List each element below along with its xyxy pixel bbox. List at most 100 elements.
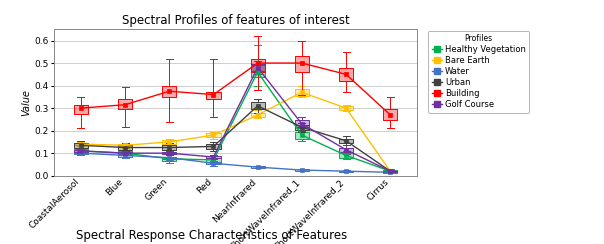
Bar <box>383 170 397 172</box>
Bar <box>162 152 176 154</box>
Bar <box>74 105 88 114</box>
Bar <box>118 154 132 157</box>
Bar <box>295 121 309 127</box>
Title: Spectral Profiles of features of interest: Spectral Profiles of features of interes… <box>121 14 350 27</box>
Bar <box>251 64 265 71</box>
Bar <box>207 158 220 162</box>
Bar <box>207 162 220 164</box>
Bar <box>383 172 397 173</box>
Bar <box>295 169 309 171</box>
Bar <box>118 152 132 154</box>
Bar <box>74 152 88 154</box>
Bar <box>74 150 88 152</box>
Bar <box>118 151 132 155</box>
Bar <box>295 56 309 72</box>
Bar <box>339 139 353 143</box>
Bar <box>162 157 176 159</box>
Bar <box>74 150 88 152</box>
Bar <box>295 132 309 139</box>
Bar <box>339 171 353 172</box>
Bar <box>118 144 132 146</box>
Bar <box>251 166 265 168</box>
Bar <box>118 99 132 109</box>
Bar <box>118 154 132 157</box>
Bar <box>295 125 309 130</box>
Bar <box>339 148 353 152</box>
Bar <box>162 140 176 144</box>
Bar <box>251 102 265 109</box>
Bar <box>383 109 397 121</box>
Bar <box>74 143 88 145</box>
Bar <box>339 171 353 172</box>
Bar <box>74 143 88 148</box>
Bar <box>74 143 88 148</box>
Bar <box>74 149 88 153</box>
Bar <box>162 145 176 150</box>
Bar <box>207 144 220 149</box>
Bar <box>383 171 397 172</box>
Bar <box>207 133 220 137</box>
Bar <box>207 156 220 158</box>
Bar <box>118 145 132 150</box>
Bar <box>162 157 176 161</box>
Bar <box>295 125 309 130</box>
Bar <box>74 105 88 114</box>
Bar <box>339 106 353 110</box>
Bar <box>207 162 220 164</box>
Bar <box>251 59 265 72</box>
Bar <box>251 113 265 117</box>
Bar <box>74 152 88 154</box>
Bar <box>162 157 176 159</box>
Bar <box>383 171 397 172</box>
Bar <box>383 171 397 172</box>
Bar <box>162 152 176 154</box>
Bar <box>295 132 309 139</box>
Bar <box>251 65 265 77</box>
Bar <box>383 171 397 172</box>
Legend: Healthy Vegetation, Bare Earth, Water, Urban, Building, Golf Course: Healthy Vegetation, Bare Earth, Water, U… <box>428 30 529 113</box>
Bar <box>251 65 265 77</box>
Bar <box>162 86 176 97</box>
Text: Spectral Response Characteristics of Features: Spectral Response Characteristics of Fea… <box>76 229 347 242</box>
Bar <box>118 144 132 146</box>
Bar <box>207 133 220 137</box>
Bar <box>251 64 265 71</box>
Bar <box>251 59 265 72</box>
Bar <box>162 145 176 150</box>
Bar <box>339 148 353 152</box>
Bar <box>251 166 265 168</box>
Y-axis label: Value: Value <box>22 89 31 116</box>
Bar <box>339 139 353 143</box>
Bar <box>339 106 353 110</box>
Bar <box>74 143 88 145</box>
Bar <box>207 144 220 149</box>
Bar <box>383 171 397 172</box>
Bar <box>295 56 309 72</box>
Bar <box>207 158 220 162</box>
Bar <box>207 156 220 158</box>
Bar <box>118 152 132 154</box>
Bar <box>162 157 176 161</box>
Bar <box>295 121 309 127</box>
Bar <box>118 151 132 155</box>
Bar <box>383 109 397 121</box>
Bar <box>118 99 132 109</box>
Bar <box>339 153 353 158</box>
Bar <box>118 145 132 150</box>
Bar <box>207 92 220 99</box>
Bar <box>74 149 88 153</box>
Bar <box>339 153 353 158</box>
Bar <box>162 140 176 144</box>
Bar <box>295 169 309 171</box>
Bar <box>339 68 353 81</box>
Bar <box>383 171 397 172</box>
Bar <box>162 86 176 97</box>
Bar <box>295 89 309 96</box>
Bar <box>383 172 397 173</box>
Bar <box>295 89 309 96</box>
Bar <box>251 113 265 117</box>
Bar <box>251 102 265 109</box>
Bar <box>383 170 397 172</box>
Bar <box>339 68 353 81</box>
Bar <box>207 92 220 99</box>
